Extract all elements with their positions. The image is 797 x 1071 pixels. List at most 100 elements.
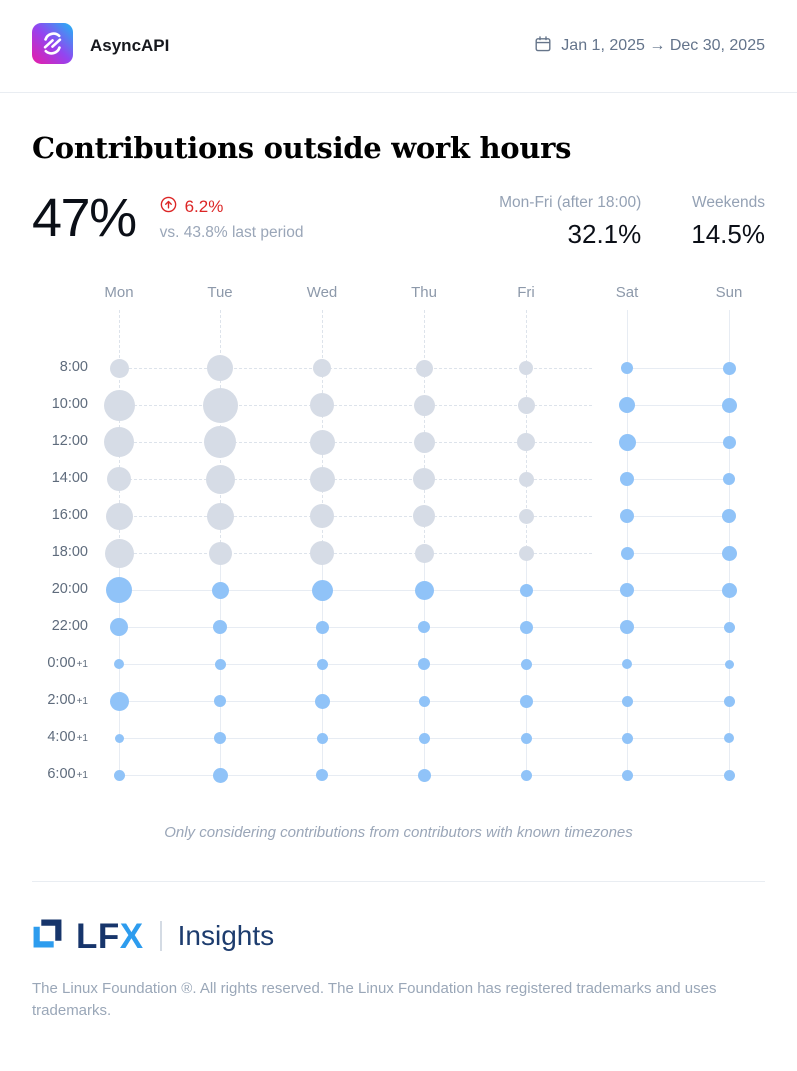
grid-hline-dashed	[119, 368, 592, 369]
weekend-stat-label: Weekends	[692, 194, 765, 211]
day-label: Fri	[517, 284, 535, 301]
bubble-Wed-200+1	[314, 693, 330, 709]
hour-label: 4:00+1	[47, 729, 88, 745]
next-day-suffix: +1	[76, 696, 88, 707]
bubble-Mon-1600	[105, 502, 133, 530]
bubble-Sat-1000	[619, 397, 635, 413]
hour-label: 8:00	[59, 359, 88, 375]
grid-hline-solid	[627, 405, 729, 406]
bubble-Tue-1600	[206, 502, 234, 530]
grid-hline-solid	[627, 479, 729, 480]
grid-hline-solid	[627, 368, 729, 369]
grid-hline-dashed	[119, 479, 592, 480]
bubble-Sun-400+1	[724, 733, 734, 743]
bubble-Tue-1800	[208, 541, 232, 565]
hour-label: 12:00	[51, 433, 88, 449]
bubble-Thu-200+1	[418, 695, 430, 707]
bubble-Wed-1200	[309, 429, 335, 455]
bubble-Thu-2200	[418, 621, 430, 633]
bubble-Wed-1800	[310, 541, 334, 565]
primary-stat-value: 47%	[32, 188, 137, 248]
bubble-Sun-2000	[721, 582, 737, 598]
hour-label: 0:00+1	[47, 655, 88, 671]
bubble-Wed-1400	[309, 466, 335, 492]
punchcard-chart: Mon Tue Wed Thu Fri Sat Sun 8:00 10:00 12:00 14:00…	[32, 282, 765, 798]
grid-hline-dashed	[119, 516, 592, 517]
bubble-Thu-1400	[413, 468, 435, 490]
header: AsyncAPI Jan 1, 2025 → Dec 30, 2025	[0, 0, 797, 93]
bubble-Mon-400+1	[114, 733, 124, 743]
weekend-stat-value: 14.5%	[691, 219, 765, 249]
primary-stat: 47% 6.2% vs. 43.8% last period	[32, 191, 303, 250]
bubble-Sat-200+1	[621, 695, 633, 707]
bubble-Sat-1800	[620, 546, 634, 560]
grid-hline-solid	[627, 442, 729, 443]
bubble-Fri-400+1	[520, 732, 532, 744]
bubble-Mon-200+1	[109, 691, 129, 711]
bubble-Thu-600+1	[417, 768, 431, 782]
bubble-Sun-1400	[723, 473, 735, 485]
bubble-Sat-000+1	[622, 659, 632, 669]
bubble-Sun-600+1	[723, 769, 735, 781]
bubble-Fri-2000	[519, 583, 533, 597]
lfx-logo-mark-icon	[32, 918, 63, 954]
bubble-Mon-600+1	[113, 769, 125, 781]
bubble-Thu-1200	[413, 431, 435, 453]
bubble-Tue-1200	[204, 426, 236, 458]
chart-section: Mon Tue Wed Thu Fri Sat Sun 8:00 10:00 12:00 14:00…	[32, 282, 765, 841]
bubble-Sun-200+1	[723, 695, 735, 707]
bubble-Thu-2000	[414, 580, 434, 600]
comparison-text: vs. 43.8% last period	[159, 224, 304, 241]
grid-vline-dashed	[526, 310, 527, 553]
bubble-Tue-000+1	[214, 658, 226, 670]
chart-footnote: Only considering contributions from cont…	[164, 824, 633, 841]
bubble-Mon-1800	[104, 538, 134, 568]
hour-label: 10:00	[51, 396, 88, 412]
bubble-Tue-800	[207, 355, 233, 381]
bubble-Sat-1600	[620, 509, 634, 523]
main-content: Contributions outside work hours 47% 6.2	[0, 131, 797, 841]
bubble-Wed-1600	[310, 504, 334, 528]
weekend-stat: Weekends 14.5%	[691, 194, 765, 250]
bubble-Sun-000+1	[724, 659, 734, 669]
bubble-Wed-000+1	[316, 658, 328, 670]
footer: LFX Insights The Linux Foundation ®. All…	[0, 881, 797, 1022]
hour-label: 20:00	[51, 581, 88, 597]
page-title: Contributions outside work hours	[32, 131, 572, 165]
bubble-Mon-2000	[106, 577, 132, 603]
stats-row: 47% 6.2% vs. 43.8% last period	[32, 191, 765, 250]
delta-badge: 6.2%	[160, 196, 304, 218]
date-range-text: Jan 1, 2025 → Dec 30, 2025	[561, 37, 765, 54]
bubble-Sat-2200	[620, 620, 634, 634]
bubble-Thu-800	[415, 359, 433, 377]
bubble-Mon-1400	[107, 467, 131, 491]
next-day-suffix: +1	[76, 733, 88, 744]
arrow-up-circle-icon	[160, 196, 177, 218]
day-label: Sun	[715, 284, 743, 301]
brand: AsyncAPI	[32, 23, 169, 69]
delta-value: 6.2%	[184, 197, 224, 216]
bubble-Mon-800	[109, 358, 129, 378]
calendar-icon	[534, 35, 552, 58]
lfx-insights-logo[interactable]: LFX Insights	[32, 918, 274, 954]
bubble-Tue-2200	[213, 620, 227, 634]
weekday-stat-label: Mon-Fri (after 18:00)	[499, 194, 642, 211]
next-day-suffix: +1	[76, 770, 88, 781]
secondary-stats: Mon-Fri (after 18:00) 32.1% Weekends 14.…	[499, 191, 765, 250]
project-name: AsyncAPI	[90, 36, 170, 55]
hour-label: 2:00+1	[47, 692, 88, 708]
grid-hline-dashed	[119, 405, 592, 406]
hour-label: 22:00	[51, 618, 88, 634]
bubble-Thu-1800	[414, 543, 434, 563]
bubble-Sun-1200	[722, 435, 736, 449]
bubble-Mon-000+1	[114, 659, 124, 669]
bubble-Wed-800	[313, 359, 331, 377]
bubble-Sat-1400	[620, 472, 634, 486]
bubble-Sat-800	[621, 362, 633, 374]
bubble-Sat-2000	[620, 583, 634, 597]
weekday-stat: Mon-Fri (after 18:00) 32.1%	[499, 194, 641, 250]
delta-block: 6.2% vs. 43.8% last period	[159, 191, 304, 242]
bubble-Fri-1400	[518, 471, 534, 487]
bubble-Sun-1800	[721, 545, 737, 561]
